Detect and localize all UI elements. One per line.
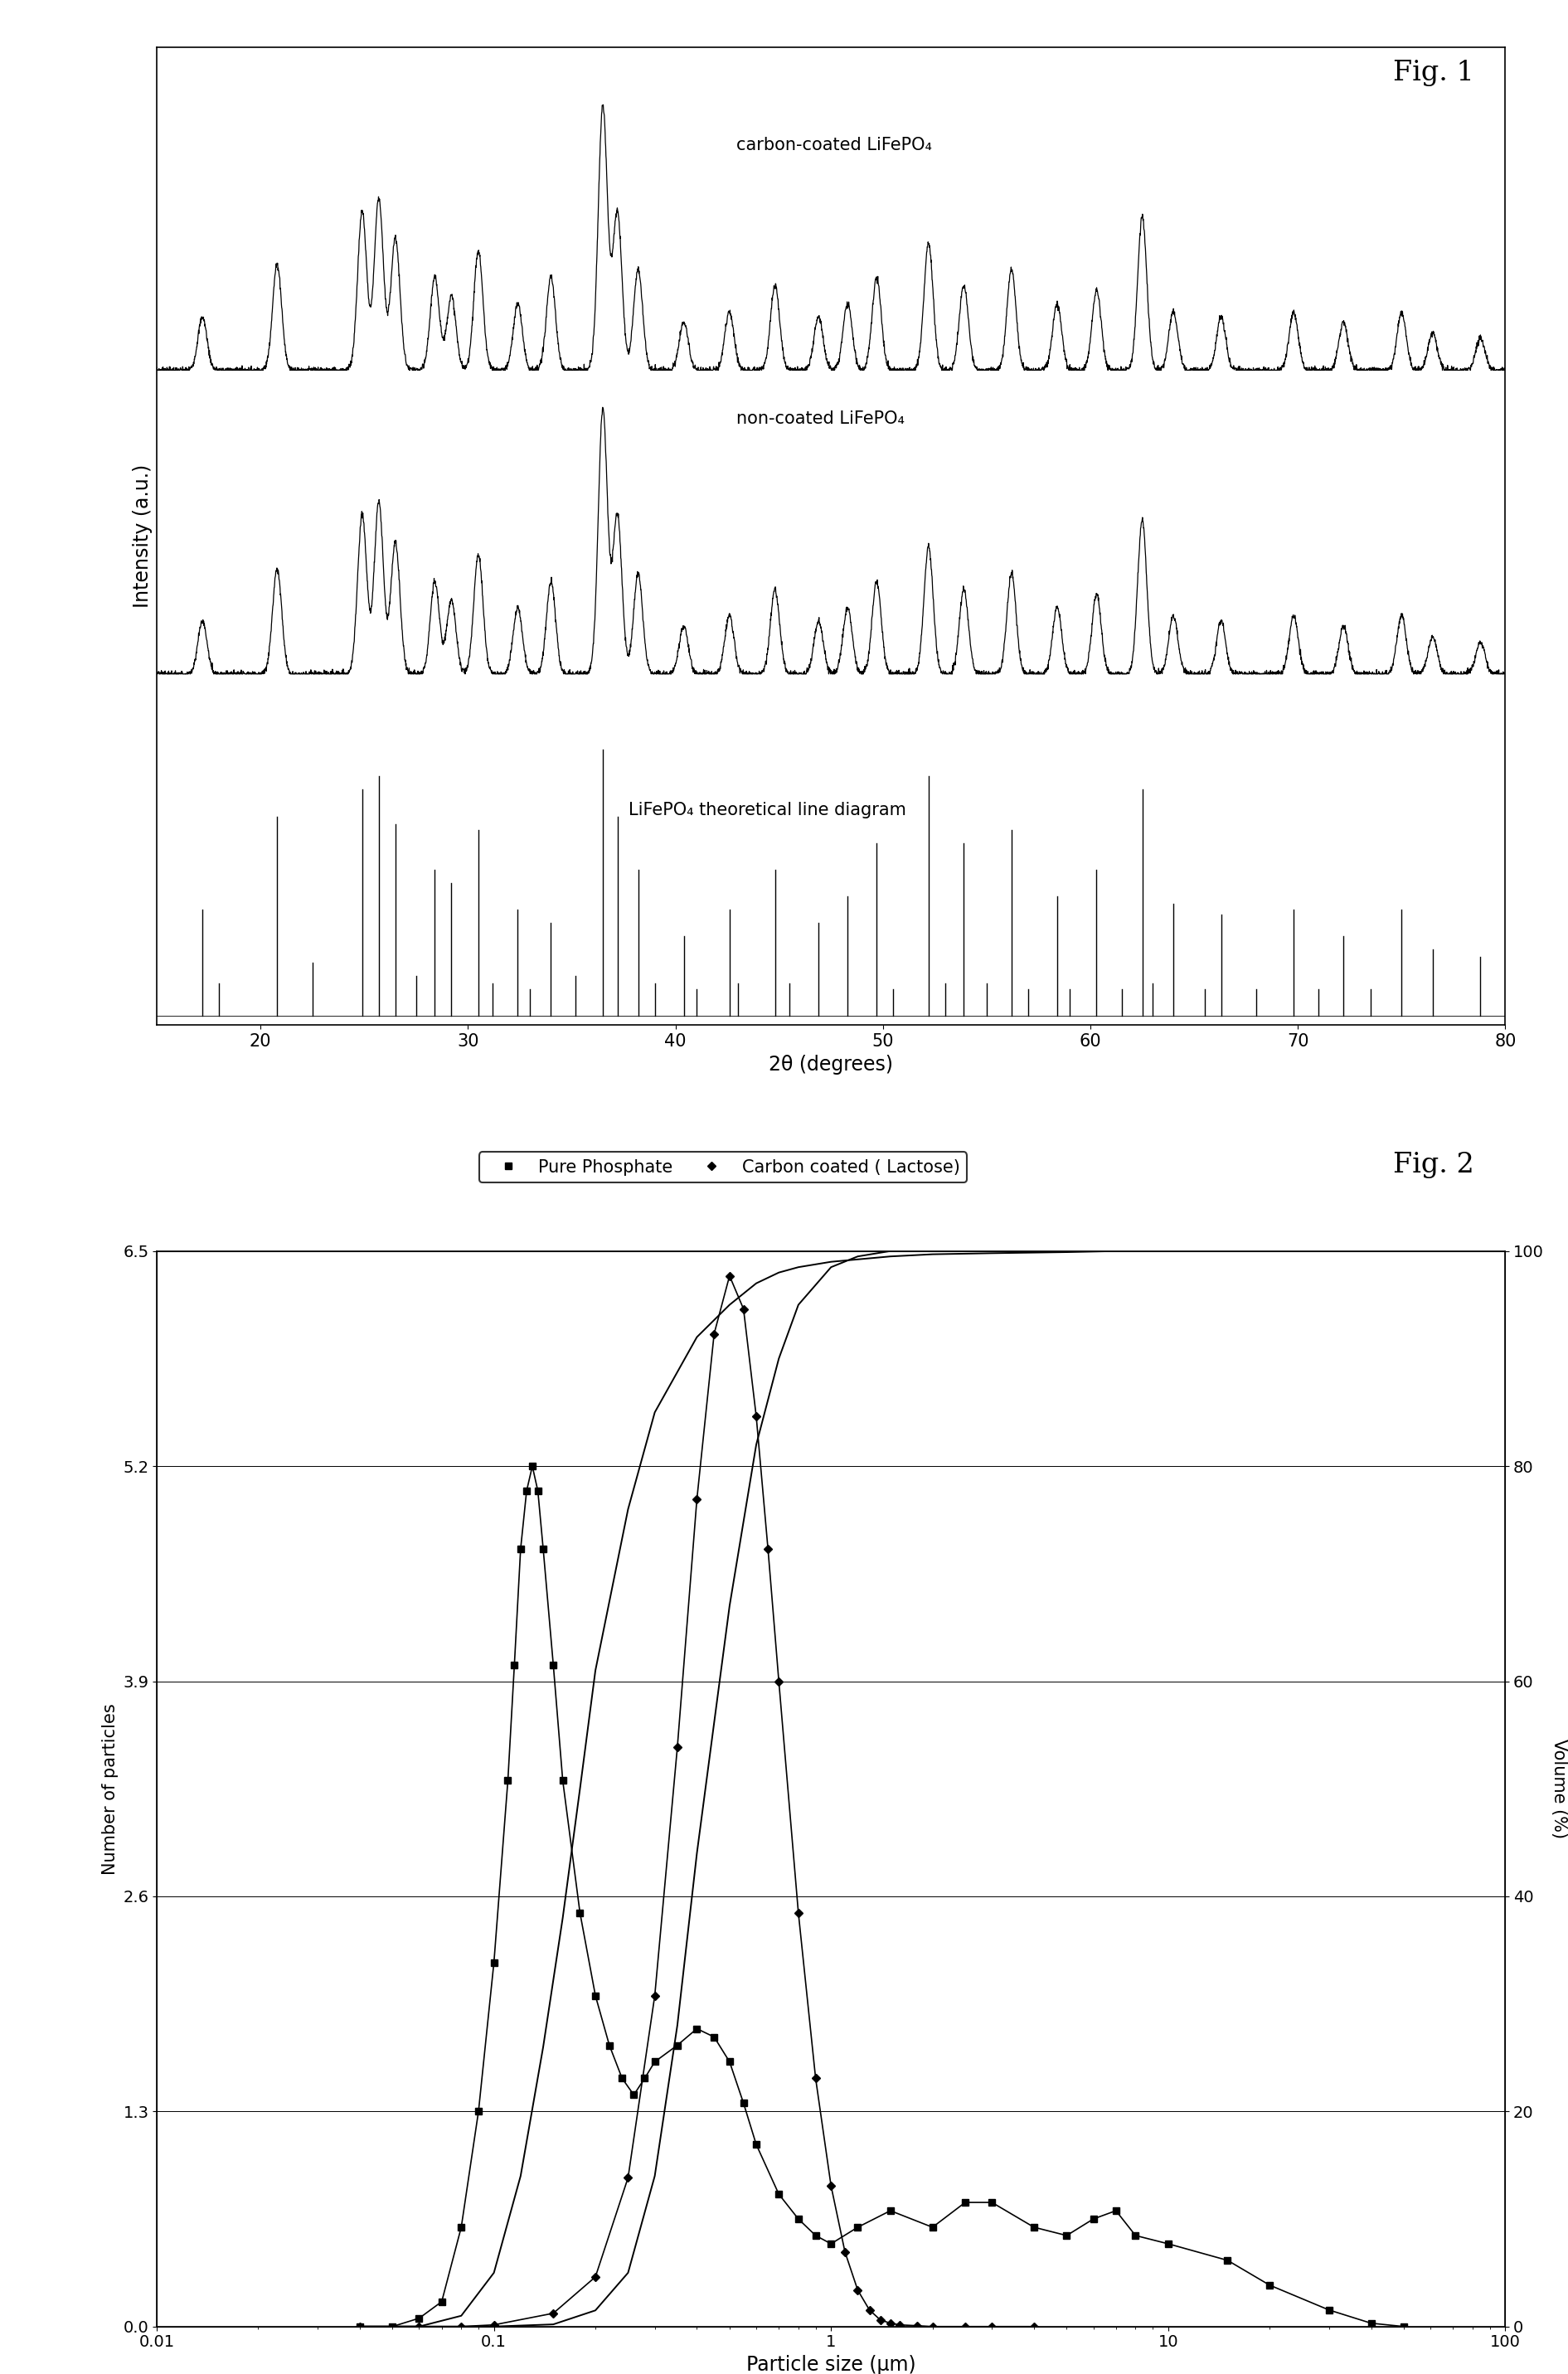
Carbon coated ( Lactose) xyxy=(586,2262,605,2291)
Pure Phosphate xyxy=(770,2179,789,2208)
Pure Phosphate xyxy=(554,1766,572,1795)
Legend: Pure Phosphate, Carbon coated ( Lactose): Pure Phosphate, Carbon coated ( Lactose) xyxy=(480,1151,967,1182)
Pure Phosphate xyxy=(704,2023,723,2051)
Pure Phosphate xyxy=(409,2305,428,2334)
Pure Phosphate xyxy=(383,2312,401,2341)
Text: non-coated LiFePO₄: non-coated LiFePO₄ xyxy=(737,411,905,427)
Pure Phosphate xyxy=(1024,2213,1043,2241)
Pure Phosphate xyxy=(720,2046,739,2075)
Pure Phosphate xyxy=(499,1766,517,1795)
Pure Phosphate xyxy=(571,1899,590,1928)
Carbon coated ( Lactose) xyxy=(409,2312,428,2341)
Carbon coated ( Lactose) xyxy=(350,2312,368,2341)
Pure Phosphate xyxy=(1057,2222,1076,2251)
Pure Phosphate xyxy=(505,1650,524,1678)
Carbon coated ( Lactose) xyxy=(924,2312,942,2341)
Pure Phosphate xyxy=(433,2289,452,2317)
Line: Carbon coated ( Lactose): Carbon coated ( Lactose) xyxy=(358,1272,1036,2329)
Carbon coated ( Lactose) xyxy=(956,2312,975,2341)
Pure Phosphate xyxy=(544,1650,563,1678)
Pure Phosphate xyxy=(586,1982,605,2011)
Pure Phosphate xyxy=(646,2046,665,2075)
Carbon coated ( Lactose) xyxy=(619,2163,638,2191)
Carbon coated ( Lactose) xyxy=(668,1733,687,1762)
Pure Phosphate xyxy=(522,1453,541,1481)
Text: carbon-coated LiFePO₄: carbon-coated LiFePO₄ xyxy=(737,138,933,154)
Y-axis label: Number of particles: Number of particles xyxy=(102,1702,118,1875)
Pure Phosphate xyxy=(734,2089,753,2118)
Pure Phosphate xyxy=(924,2213,942,2241)
Carbon coated ( Lactose) xyxy=(770,1667,789,1695)
Text: LiFePO₄ theoretical line diagram: LiFePO₄ theoretical line diagram xyxy=(629,802,906,819)
Pure Phosphate xyxy=(1159,2229,1178,2258)
Pure Phosphate xyxy=(350,2312,368,2341)
Pure Phosphate xyxy=(1083,2205,1102,2234)
Pure Phosphate xyxy=(528,1477,547,1505)
Carbon coated ( Lactose) xyxy=(806,2063,825,2091)
Carbon coated ( Lactose) xyxy=(1024,2312,1043,2341)
Carbon coated ( Lactose) xyxy=(759,1534,778,1562)
Pure Phosphate xyxy=(848,2213,867,2241)
Pure Phosphate xyxy=(511,1534,530,1562)
Pure Phosphate xyxy=(789,2205,808,2234)
Pure Phosphate xyxy=(822,2229,840,2258)
Line: Pure Phosphate: Pure Phosphate xyxy=(356,1462,1406,2329)
Carbon coated ( Lactose) xyxy=(822,2172,840,2201)
Pure Phosphate xyxy=(983,2189,1002,2217)
Carbon coated ( Lactose) xyxy=(870,2305,889,2334)
Pure Phosphate xyxy=(601,2032,619,2061)
Carbon coated ( Lactose) xyxy=(485,2310,503,2338)
Pure Phosphate xyxy=(1361,2310,1380,2338)
Pure Phosphate xyxy=(469,2096,488,2125)
X-axis label: 2θ (degrees): 2θ (degrees) xyxy=(768,1054,894,1075)
X-axis label: Particle size (μm): Particle size (μm) xyxy=(746,2355,916,2374)
Pure Phosphate xyxy=(1320,2296,1339,2324)
Carbon coated ( Lactose) xyxy=(746,1403,765,1432)
Carbon coated ( Lactose) xyxy=(452,2312,470,2341)
Carbon coated ( Lactose) xyxy=(687,1486,706,1515)
Pure Phosphate xyxy=(687,2016,706,2044)
Carbon coated ( Lactose) xyxy=(720,1261,739,1289)
Carbon coated ( Lactose) xyxy=(983,2312,1002,2341)
Text: Fig. 1: Fig. 1 xyxy=(1392,59,1474,85)
Pure Phosphate xyxy=(1261,2272,1279,2300)
Pure Phosphate xyxy=(517,1477,536,1505)
Pure Phosphate xyxy=(881,2196,900,2224)
Pure Phosphate xyxy=(1126,2222,1145,2251)
Pure Phosphate xyxy=(624,2080,643,2108)
Pure Phosphate xyxy=(806,2222,825,2251)
Carbon coated ( Lactose) xyxy=(734,1294,753,1322)
Carbon coated ( Lactose) xyxy=(836,2239,855,2267)
Carbon coated ( Lactose) xyxy=(646,1982,665,2011)
Pure Phosphate xyxy=(485,1949,503,1978)
Text: Fig. 2: Fig. 2 xyxy=(1392,1151,1474,1178)
Carbon coated ( Lactose) xyxy=(881,2310,900,2338)
Carbon coated ( Lactose) xyxy=(908,2312,927,2341)
Pure Phosphate xyxy=(452,2213,470,2241)
Pure Phosphate xyxy=(956,2189,975,2217)
Pure Phosphate xyxy=(635,2063,654,2091)
Pure Phosphate xyxy=(1107,2196,1126,2224)
Pure Phosphate xyxy=(668,2032,687,2061)
Y-axis label: Volume (%): Volume (%) xyxy=(1551,1740,1566,1837)
Pure Phosphate xyxy=(613,2063,632,2091)
Pure Phosphate xyxy=(533,1534,552,1562)
Carbon coated ( Lactose) xyxy=(704,1320,723,1348)
Pure Phosphate xyxy=(1394,2312,1413,2341)
Carbon coated ( Lactose) xyxy=(848,2277,867,2305)
Pure Phosphate xyxy=(1218,2246,1237,2274)
Carbon coated ( Lactose) xyxy=(544,2298,563,2327)
Carbon coated ( Lactose) xyxy=(859,2296,878,2324)
Y-axis label: Intensity (a.u.): Intensity (a.u.) xyxy=(132,465,152,608)
Carbon coated ( Lactose) xyxy=(891,2310,909,2338)
Pure Phosphate xyxy=(746,2129,765,2158)
Carbon coated ( Lactose) xyxy=(789,1899,808,1928)
